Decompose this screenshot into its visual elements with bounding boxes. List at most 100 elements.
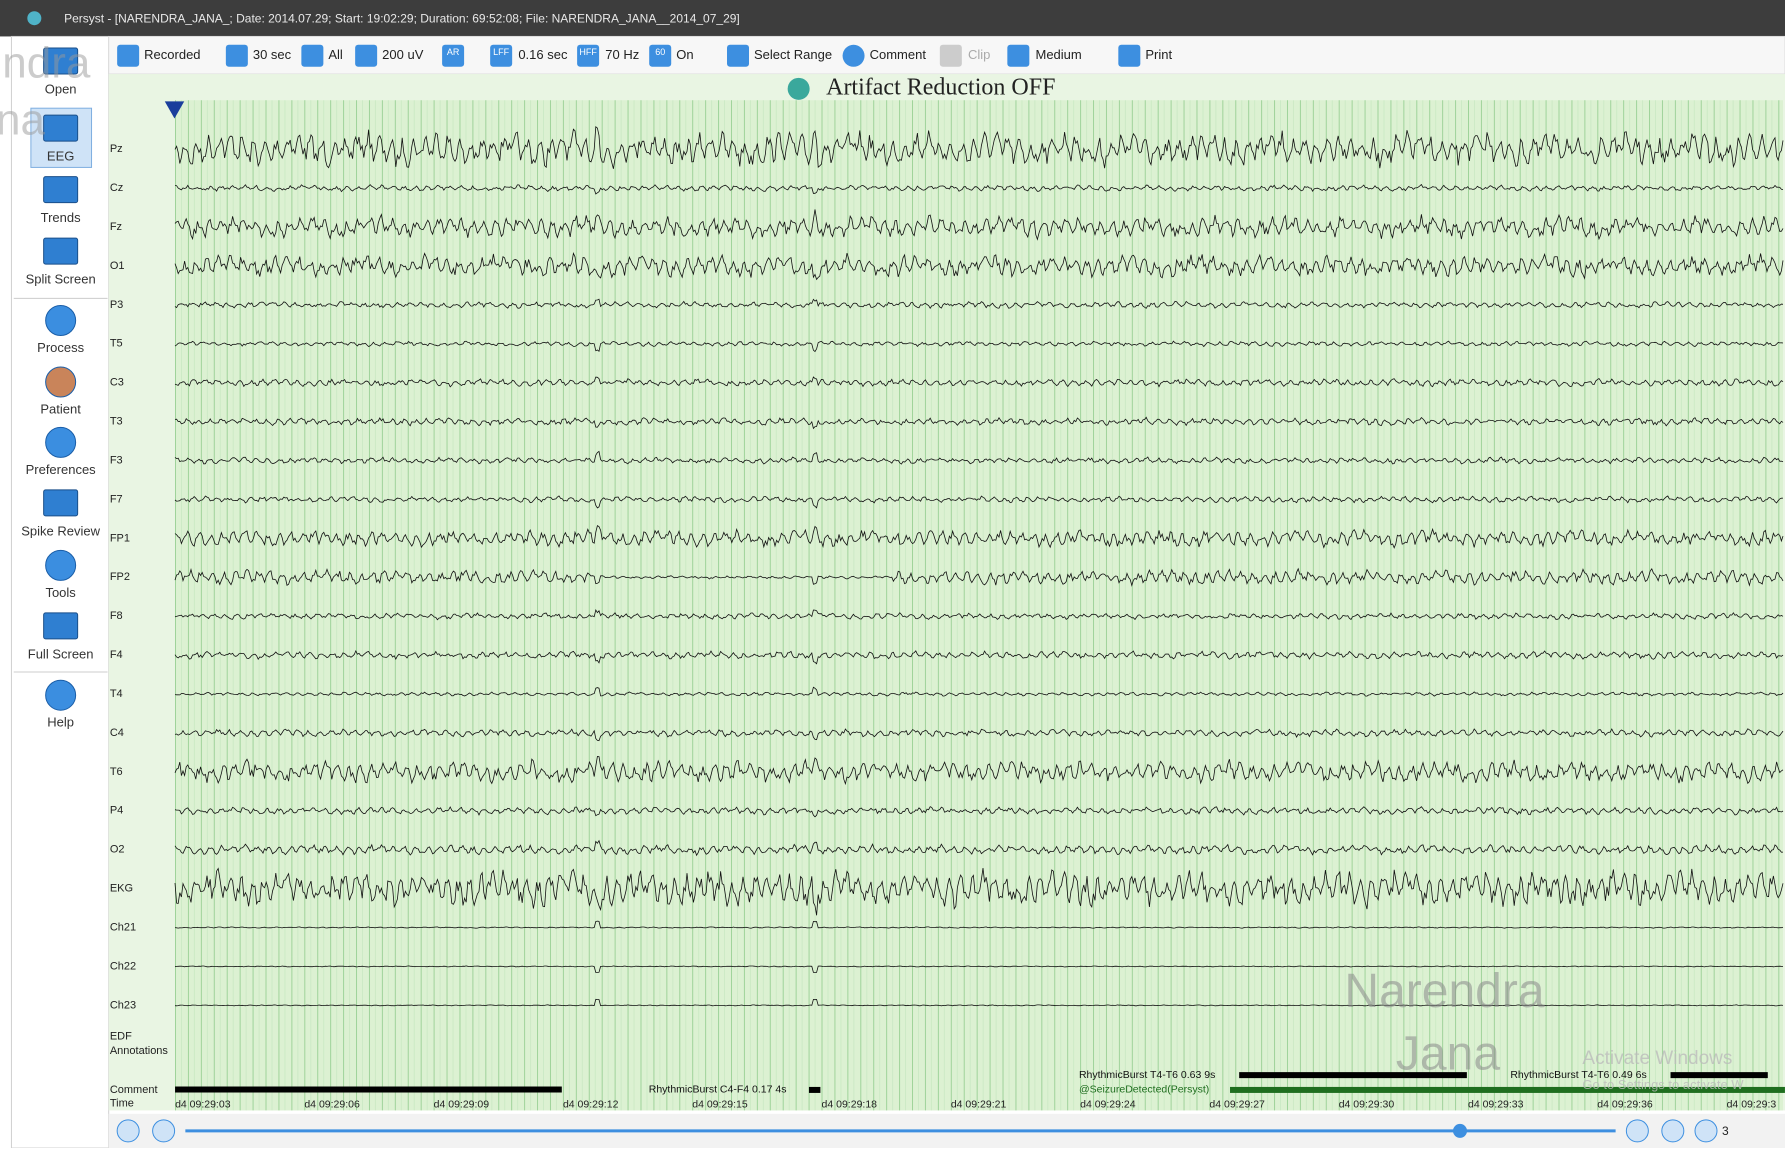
toolbar-label[interactable]: Medium (1036, 47, 1082, 62)
time-label: d4 09:29:36 (1597, 1099, 1653, 1111)
channel-label: T5 (110, 338, 123, 350)
sidebar-label[interactable]: EEG (47, 149, 74, 164)
event-label[interactable]: RhythmicBurst T4-T6 0.49 6s (1510, 1069, 1646, 1081)
nav-button[interactable] (152, 1119, 176, 1143)
channel-label: EKG (110, 883, 133, 895)
title-bar (0, 0, 1785, 37)
time-marker (164, 101, 185, 119)
sidebar-label[interactable]: Tools (45, 585, 76, 600)
time-label: d4 09:29:18 (822, 1099, 878, 1111)
heading: Artifact Reduction OFF (826, 74, 1055, 100)
channel-label: C3 (110, 377, 124, 389)
sidebar-icon[interactable] (43, 237, 79, 265)
sidebar-icon[interactable] (45, 305, 77, 337)
comment-row-label: Comment (110, 1084, 158, 1096)
toolbar-icon[interactable] (939, 44, 962, 67)
scroll-thumb[interactable] (1452, 1123, 1467, 1138)
sidebar-label[interactable]: Open (45, 81, 77, 96)
toolbar-icon[interactable] (301, 44, 324, 67)
toolbar-icon[interactable] (355, 44, 378, 67)
sidebar-icon[interactable] (45, 679, 77, 711)
sidebar-icon[interactable] (45, 426, 77, 458)
watermark-partial: ndra (2, 39, 91, 88)
eeg-trace (174, 649, 1784, 665)
sidebar-label[interactable]: Help (47, 715, 74, 730)
nav-button[interactable] (116, 1119, 140, 1143)
event-bar (1239, 1072, 1467, 1079)
toolbar-icon[interactable] (577, 44, 600, 67)
channel-label: Pz (110, 143, 123, 155)
sidebar-icon[interactable] (43, 47, 79, 75)
toolbar-icon[interactable] (727, 44, 750, 67)
toolbar-icon-text: HFF (579, 47, 597, 57)
page-indicator[interactable]: 3 (1722, 1124, 1729, 1138)
sidebar-label[interactable]: Split Screen (26, 272, 96, 287)
toolbar-icon-text: AR (447, 47, 460, 57)
event-label[interactable]: RhythmicBurst C4-F4 0.17 4s (649, 1084, 787, 1096)
toolbar-icon[interactable] (649, 44, 672, 67)
time-label: d4 09:29:12 (563, 1099, 619, 1111)
sidebar-label[interactable]: Process (37, 340, 84, 355)
toolbar-label[interactable]: All (328, 47, 343, 62)
nav-button[interactable] (1625, 1119, 1649, 1143)
toolbar-label[interactable]: Clip (968, 47, 990, 62)
channel-label: F8 (110, 610, 123, 622)
time-label: d4 09:29:30 (1339, 1099, 1395, 1111)
time-label: d4 09:29:09 (434, 1099, 490, 1111)
toolbar-label[interactable]: 30 sec (253, 47, 292, 62)
toolbar-icon[interactable] (225, 44, 248, 67)
eeg-trace (174, 806, 1784, 818)
toolbar-icon[interactable] (490, 44, 513, 67)
activate-windows: Activate Windows (1582, 1048, 1732, 1069)
annotation-row-label: EDF (110, 1030, 132, 1042)
channel-label: C4 (110, 727, 124, 739)
eeg-trace (174, 416, 1784, 430)
sidebar-label[interactable]: Trends (41, 210, 81, 225)
toolbar-icon-text: 60 (655, 47, 665, 57)
toolbar-icon[interactable] (842, 44, 865, 67)
toolbar-icon[interactable] (1007, 44, 1030, 67)
toolbar-icon[interactable] (117, 44, 140, 67)
toolbar-label[interactable]: 200 uV (382, 47, 424, 62)
sidebar-icon[interactable] (43, 176, 79, 204)
sidebar-label[interactable]: Spike Review (21, 523, 100, 538)
toolbar-label[interactable]: Comment (870, 47, 927, 62)
sidebar-label[interactable]: Patient (40, 401, 81, 416)
toolbar-label[interactable]: Recorded (144, 47, 200, 62)
toolbar-icon[interactable] (442, 44, 465, 67)
activate-windows: Go to Settings to activate W (1582, 1077, 1744, 1092)
nav-button[interactable] (1661, 1119, 1685, 1143)
event-label[interactable]: @SeizureDetected(Persyst) (1079, 1084, 1209, 1096)
channel-label: Cz (110, 182, 123, 194)
sidebar-icon[interactable] (43, 489, 79, 517)
eeg-trace (174, 126, 1784, 169)
sidebar-label[interactable]: Preferences (26, 462, 97, 477)
channel-label: Ch21 (110, 921, 136, 933)
time-label: d4 09:29:03 (175, 1099, 231, 1111)
time-label: d4 09:29:33 (1468, 1099, 1524, 1111)
toolbar-label[interactable]: On (676, 47, 693, 62)
toolbar-label[interactable]: 0.16 sec (518, 47, 568, 62)
sidebar-label[interactable]: Full Screen (28, 646, 94, 661)
sidebar-icon[interactable] (43, 114, 79, 142)
eeg-trace (174, 567, 1784, 587)
eeg-trace (174, 340, 1784, 353)
watermark: Narendra (1344, 965, 1544, 1018)
channel-label: P4 (110, 805, 123, 817)
event-label[interactable]: RhythmicBurst T4-T6 0.63 9s (1079, 1069, 1215, 1081)
eeg-trace (174, 376, 1784, 388)
sidebar-icon[interactable] (45, 366, 77, 398)
toolbar-label[interactable]: Print (1145, 47, 1172, 62)
eeg-trace (174, 839, 1784, 857)
sidebar-icon[interactable] (45, 549, 77, 581)
channel-label: F4 (110, 649, 123, 661)
time-label: d4 09:29:27 (1209, 1099, 1265, 1111)
toolbar-label[interactable]: Select Range (754, 47, 832, 62)
toolbar-label[interactable]: 70 Hz (605, 47, 639, 62)
sidebar (10, 35, 110, 1149)
heading-icon (787, 77, 810, 100)
sidebar-icon[interactable] (43, 612, 79, 640)
toolbar-icon[interactable] (1118, 44, 1141, 67)
nav-button[interactable] (1694, 1119, 1718, 1143)
